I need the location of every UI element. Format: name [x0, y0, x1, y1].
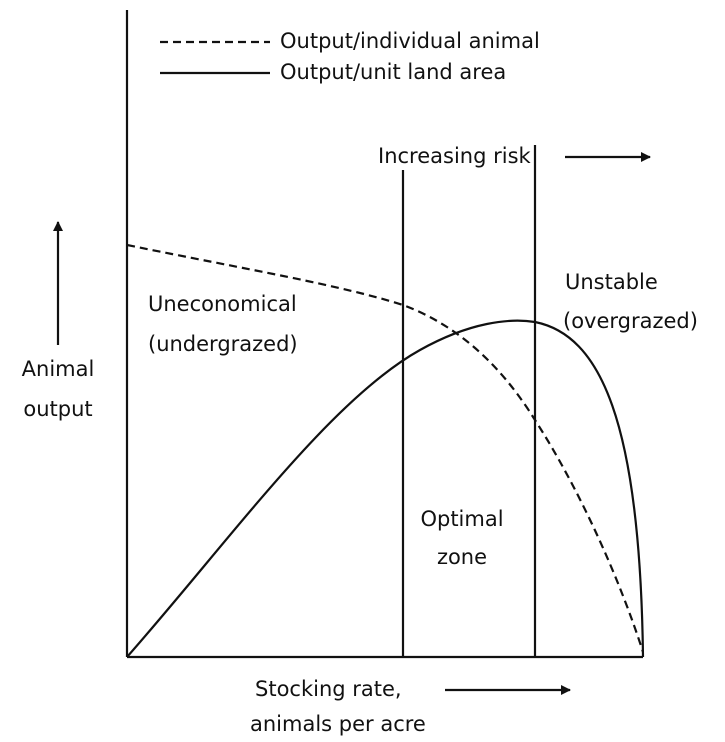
- legend-label: Output/individual animal: [280, 29, 540, 53]
- solid-curve: [126, 319, 645, 658]
- region-label: Uneconomical: [148, 292, 297, 316]
- x-axis-label: animals per acre: [250, 712, 426, 736]
- y-axis-label: Animal: [22, 357, 95, 381]
- risk-label: Increasing risk: [378, 144, 532, 168]
- legend-label: Output/unit land area: [280, 60, 506, 84]
- dashed-curve: [126, 243, 645, 653]
- region-label: (undergrazed): [148, 332, 298, 356]
- region-label: Unstable: [565, 270, 658, 294]
- region-label: Optimal: [420, 507, 503, 531]
- axes: [125, 10, 643, 659]
- region-label: (overgrazed): [563, 309, 698, 333]
- x-axis-label: Stocking rate,: [255, 677, 402, 701]
- region-label: zone: [437, 545, 487, 569]
- y-axis-label: output: [23, 397, 92, 421]
